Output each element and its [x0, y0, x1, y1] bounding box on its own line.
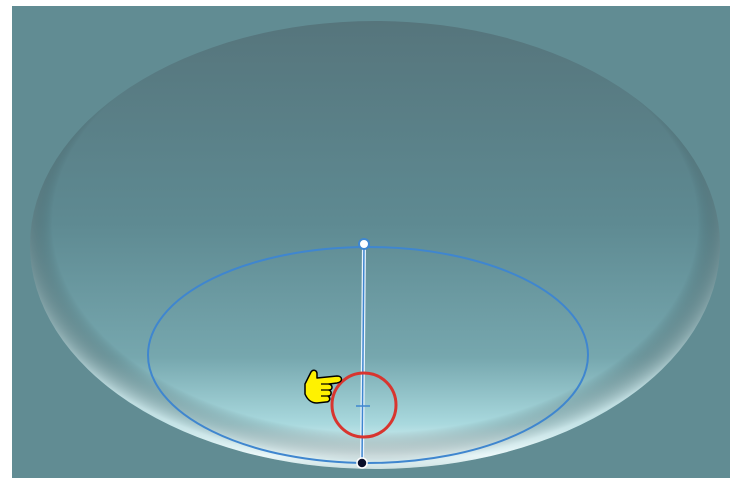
- gradient-axis[interactable]: [361, 243, 365, 464]
- start-handle[interactable]: [358, 238, 370, 250]
- bowl-rim: [30, 21, 720, 469]
- end-handle[interactable]: [356, 457, 368, 469]
- cursor-highlight: [330, 371, 398, 439]
- hand-cursor: [304, 369, 343, 404]
